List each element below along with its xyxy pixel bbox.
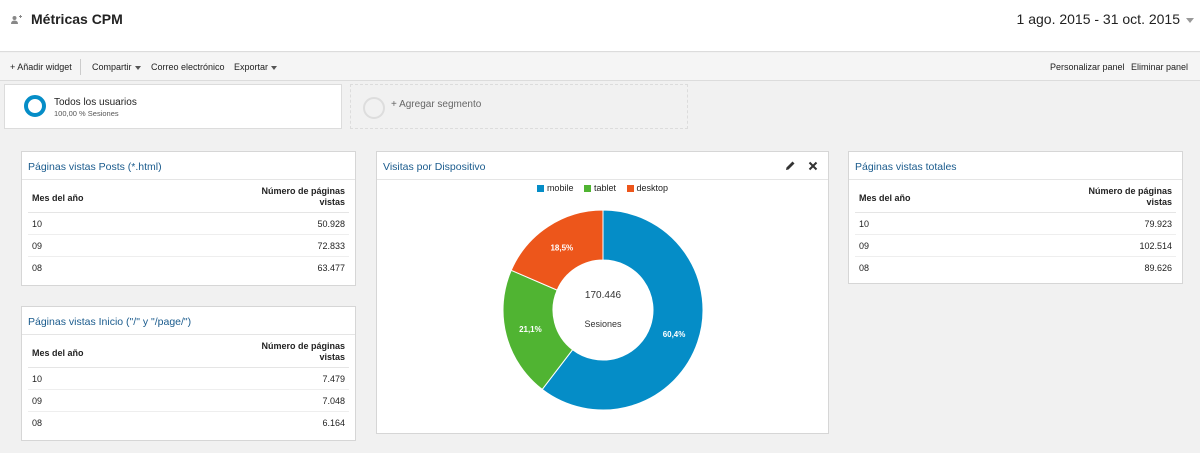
donut-slice-mobile[interactable]	[541, 209, 704, 411]
page-title: Métricas CPM	[31, 11, 123, 27]
cell-month: 10	[32, 374, 43, 384]
data-table: Mes del año Número de páginas vistas 10 …	[855, 180, 1176, 279]
legend-label: mobile	[546, 183, 574, 193]
widget-titlebar	[22, 152, 355, 180]
empty-ring-icon	[363, 97, 385, 119]
legend-swatch	[626, 185, 634, 192]
segment-percentage: 100,00 % Sesiones	[54, 109, 119, 118]
table-row: 10 50.928	[28, 213, 349, 235]
legend-swatch	[536, 185, 544, 192]
table-row: 08 63.477	[28, 257, 349, 279]
cell-value: 6.164	[322, 418, 345, 428]
caret-down-icon	[271, 65, 278, 70]
legend-swatch	[583, 185, 591, 192]
cell-value: 7.479	[322, 374, 345, 384]
cell-month: 10	[859, 219, 870, 229]
widget-posts-pageviews: Páginas vistas Posts (*.html) Mes del añ…	[21, 151, 356, 286]
data-table: Mes del año Número de páginas vistas 10 …	[28, 335, 349, 434]
donut-slice-desktop[interactable]	[510, 209, 604, 291]
caret-down-icon	[134, 65, 141, 70]
date-range-selector[interactable]: 1 ago. 2015 - 31 oct. 2015	[1016, 11, 1180, 27]
legend-item-mobile[interactable]: mobile	[536, 183, 574, 193]
toolbar-divider	[80, 59, 81, 75]
cell-value: 63.477	[317, 263, 345, 273]
donut-center-value: 170.446	[585, 290, 622, 301]
cell-value: 7.048	[322, 396, 345, 406]
widget-actions	[785, 160, 818, 174]
widget-titlebar	[22, 307, 355, 335]
cell-month: 08	[32, 263, 43, 273]
cell-month: 09	[32, 241, 43, 251]
close-icon[interactable]	[808, 161, 818, 171]
chart-legend: mobile tablet desktop	[377, 183, 828, 193]
widget-titlebar	[849, 152, 1182, 180]
slice-label-desktop: 18,5%	[550, 243, 573, 252]
cell-value: 79.923	[1144, 219, 1172, 229]
widget-home-pageviews: Páginas vistas Inicio ("/" y "/page/") M…	[21, 306, 356, 441]
email-button[interactable]: Correo electrónico	[151, 62, 225, 72]
customize-dashboard-button[interactable]: Personalizar panel	[1050, 62, 1125, 72]
dashboard-header: Métricas CPM 1 ago. 2015 - 31 oct. 2015	[0, 0, 1200, 52]
donut-chart: 60,4% 21,1% 18,5% 170.446 Sesiones	[502, 209, 704, 411]
table-row: 08 89.626	[855, 257, 1176, 279]
cell-value: 89.626	[1144, 263, 1172, 273]
table-row: 09 7.048	[28, 390, 349, 412]
column-header-pageviews[interactable]: Número de páginas vistas	[261, 341, 345, 362]
column-header-month[interactable]: Mes del año	[32, 193, 84, 203]
data-table: Mes del año Número de páginas vistas 10 …	[28, 180, 349, 279]
widget-visits-by-device: Visitas por Dispositivo mobile tablet de…	[376, 151, 829, 434]
table-row: 08 6.164	[28, 412, 349, 434]
export-label: Exportar	[234, 62, 269, 72]
column-header-month[interactable]: Mes del año	[32, 348, 84, 358]
widget-titlebar	[377, 152, 828, 180]
widget-total-pageviews: Páginas vistas totales Mes del año Númer…	[848, 151, 1183, 284]
column-header-pageviews[interactable]: Número de páginas vistas	[1088, 186, 1172, 207]
cell-month: 10	[32, 219, 43, 229]
legend-item-desktop[interactable]: desktop	[626, 183, 669, 193]
delete-dashboard-button[interactable]: Eliminar panel	[1131, 62, 1189, 72]
cell-value: 50.928	[317, 219, 345, 229]
export-menu[interactable]: Exportar	[234, 62, 278, 72]
pencil-icon[interactable]	[785, 160, 796, 171]
widget-title: Páginas vistas totales	[855, 161, 957, 173]
table-row: 10 7.479	[28, 368, 349, 390]
legend-label: tablet	[593, 183, 616, 193]
widget-title: Páginas vistas Inicio ("/" y "/page/")	[28, 316, 192, 328]
cell-value: 102.514	[1139, 241, 1172, 251]
add-segment-label: + Agregar segmento	[391, 99, 482, 110]
cell-month: 09	[859, 241, 870, 251]
add-widget-button[interactable]: + Añadir widget	[10, 62, 72, 72]
table-row: 09 102.514	[855, 235, 1176, 257]
column-header-pageviews[interactable]: Número de páginas vistas	[261, 186, 345, 207]
donut-center-label: Sesiones	[584, 319, 622, 329]
widget-title: Visitas por Dispositivo	[383, 161, 486, 173]
column-header-month[interactable]: Mes del año	[859, 193, 911, 203]
segment-name: Todos los usuarios	[54, 97, 137, 108]
cell-value: 72.833	[317, 241, 345, 251]
legend-label: desktop	[636, 183, 669, 193]
share-menu[interactable]: Compartir	[92, 62, 141, 72]
cell-month: 08	[859, 263, 870, 273]
chevron-down-icon[interactable]	[1186, 18, 1194, 23]
legend-item-tablet[interactable]: tablet	[583, 183, 616, 193]
share-label: Compartir	[92, 62, 132, 72]
person-icon	[11, 15, 22, 24]
add-segment-button[interactable]: + Agregar segmento	[350, 84, 688, 129]
table-row: 09 72.833	[28, 235, 349, 257]
table-row: 10 79.923	[855, 213, 1176, 235]
dashboard-toolbar: + Añadir widget Compartir Correo electró…	[0, 53, 1200, 81]
segment-all-users[interactable]: Todos los usuarios 100,00 % Sesiones	[4, 84, 342, 129]
segment-ring-icon	[24, 95, 46, 117]
table-header: Mes del año Número de páginas vistas	[855, 180, 1176, 213]
cell-month: 08	[32, 418, 43, 428]
table-header: Mes del año Número de páginas vistas	[28, 180, 349, 213]
slice-label-mobile: 60,4%	[663, 330, 686, 339]
slice-label-tablet: 21,1%	[519, 325, 542, 334]
table-header: Mes del año Número de páginas vistas	[28, 335, 349, 368]
cell-month: 09	[32, 396, 43, 406]
widget-title: Páginas vistas Posts (*.html)	[28, 161, 162, 173]
